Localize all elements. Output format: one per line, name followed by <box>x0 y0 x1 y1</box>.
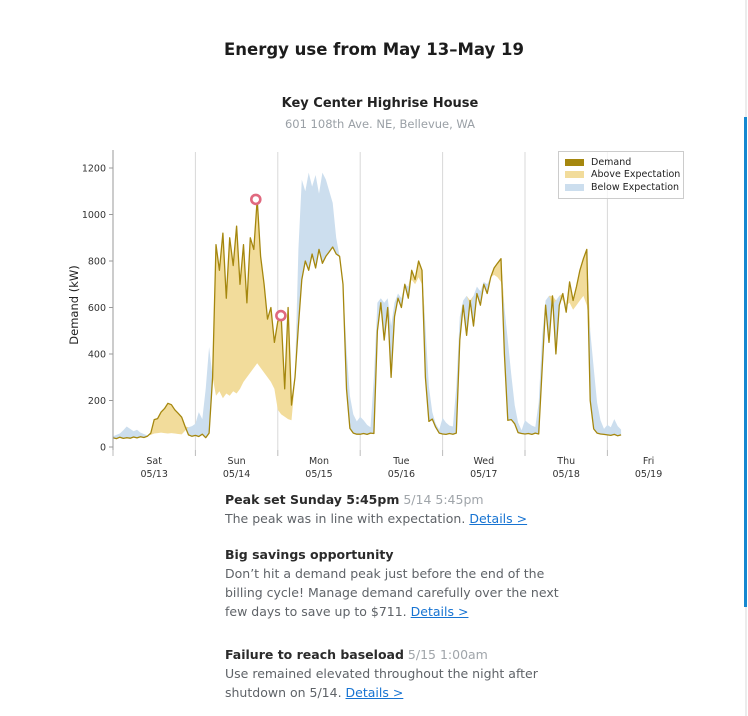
day-label: Fri <box>643 456 654 467</box>
insight-baseload-body: Use remained elevated throughout the nig… <box>225 666 538 700</box>
insight-savings: Big savings opportunity Don’t hit a dema… <box>225 545 573 621</box>
day-date-label: 05/15 <box>305 469 332 480</box>
insight-baseload-details-link[interactable]: Details > <box>345 685 404 700</box>
peak-marker[interactable] <box>250 193 262 206</box>
insight-savings-title: Big savings opportunity <box>225 547 394 562</box>
insight-peak-timestamp: 5/14 5:45pm <box>403 492 484 507</box>
insight-savings-details-link[interactable]: Details > <box>410 604 469 619</box>
day-date-label: 05/17 <box>470 469 497 480</box>
insight-peak-body: The peak was in line with expectation. <box>225 511 466 526</box>
legend-row-above: Above Expectation <box>565 169 681 182</box>
scrollbar-thumb[interactable] <box>744 117 747 607</box>
y-tick-label: 400 <box>88 350 106 361</box>
day-date-label: 05/14 <box>223 469 250 480</box>
insight-peak: Peak set Sunday 5:45pm 5/14 5:45pm The p… <box>225 490 573 528</box>
below-expectation-swatch <box>565 183 584 191</box>
day-label: Thu <box>556 456 575 467</box>
y-axis-title: Demand (kW) <box>67 265 81 344</box>
insights-section: Peak set Sunday 5:45pm 5/14 5:45pm The p… <box>225 490 573 716</box>
above-expectation-swatch <box>565 171 584 179</box>
site-name: Key Center Highrise House <box>281 96 479 111</box>
day-date-label: 05/16 <box>388 469 415 480</box>
day-label: Wed <box>473 456 494 467</box>
y-tick-label: 800 <box>88 257 106 268</box>
legend-label-demand: Demand <box>591 156 632 168</box>
demand-chart: 0 200 400 600 800 1000 1200 Sat 05/13 Sun 05/14 Mon… <box>67 150 662 480</box>
insight-baseload-title: Failure to reach baseload <box>225 647 404 662</box>
insight-baseload: Failure to reach baseload 5/15 1:00am Us… <box>225 645 573 702</box>
baseload-failure-marker[interactable] <box>275 309 287 322</box>
day-date-label: 05/18 <box>553 469 580 480</box>
day-date-label: 05/13 <box>141 469 168 480</box>
day-label: Sat <box>146 456 162 467</box>
above-expectation-area <box>113 172 622 437</box>
y-tick-label: 0 <box>100 443 106 454</box>
legend-label-above: Above Expectation <box>591 169 681 181</box>
insight-peak-details-link[interactable]: Details > <box>469 511 528 526</box>
site-address: 601 108th Ave. NE, Bellevue, WA <box>284 117 476 131</box>
insight-savings-body: Don’t hit a demand peak just before the … <box>225 566 559 619</box>
y-tick-label: 600 <box>88 303 106 314</box>
chart-legend: Demand Above Expectation Below Expectati… <box>558 151 684 199</box>
day-label: Tue <box>392 456 409 467</box>
insight-peak-title: Peak set Sunday 5:45pm <box>225 492 400 507</box>
demand-swatch <box>565 158 584 166</box>
day-label: Sun <box>228 456 246 467</box>
day-label: Mon <box>309 456 329 467</box>
insight-baseload-timestamp: 5/15 1:00am <box>407 647 488 662</box>
y-tick-label: 1200 <box>82 164 106 175</box>
y-tick-label: 200 <box>88 396 106 407</box>
legend-label-below: Below Expectation <box>591 181 680 193</box>
page-title: Energy use from May 13–May 19 <box>223 40 524 59</box>
y-tick-label: 1000 <box>82 210 106 221</box>
below-expectation-area <box>113 172 622 439</box>
legend-row-demand: Demand <box>565 156 677 169</box>
legend-row-below: Below Expectation <box>565 181 680 194</box>
day-date-label: 05/19 <box>635 469 662 480</box>
demand-line <box>112 198 622 440</box>
